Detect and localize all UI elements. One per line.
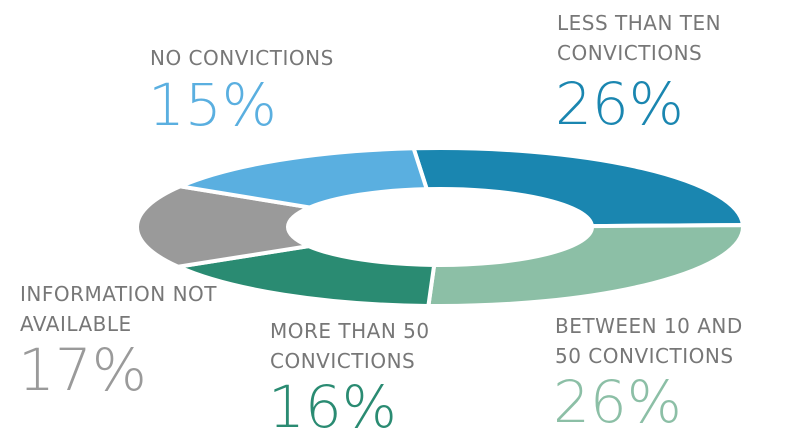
value-label: 26%	[553, 368, 682, 436]
donut-slice	[171, 244, 437, 308]
category-label: MORE THAN 50 CONVICTIONS	[270, 319, 430, 373]
value-label: 26%	[555, 70, 684, 138]
category-label: NO CONVICTIONS	[150, 46, 334, 70]
category-label: INFORMATION NOT AVAILABLE	[20, 282, 217, 336]
donut-slice	[410, 146, 746, 229]
donut-slice	[173, 146, 430, 210]
value-label: 16%	[268, 373, 397, 441]
category-label: LESS THAN TEN CONVICTIONS	[557, 11, 722, 65]
value-label: 17%	[18, 336, 147, 404]
value-label: 15%	[148, 71, 277, 139]
donut-slice	[135, 184, 317, 269]
category-label: BETWEEN 10 AND 50 CONVICTIONS	[555, 314, 743, 368]
donut-slice	[426, 223, 745, 308]
